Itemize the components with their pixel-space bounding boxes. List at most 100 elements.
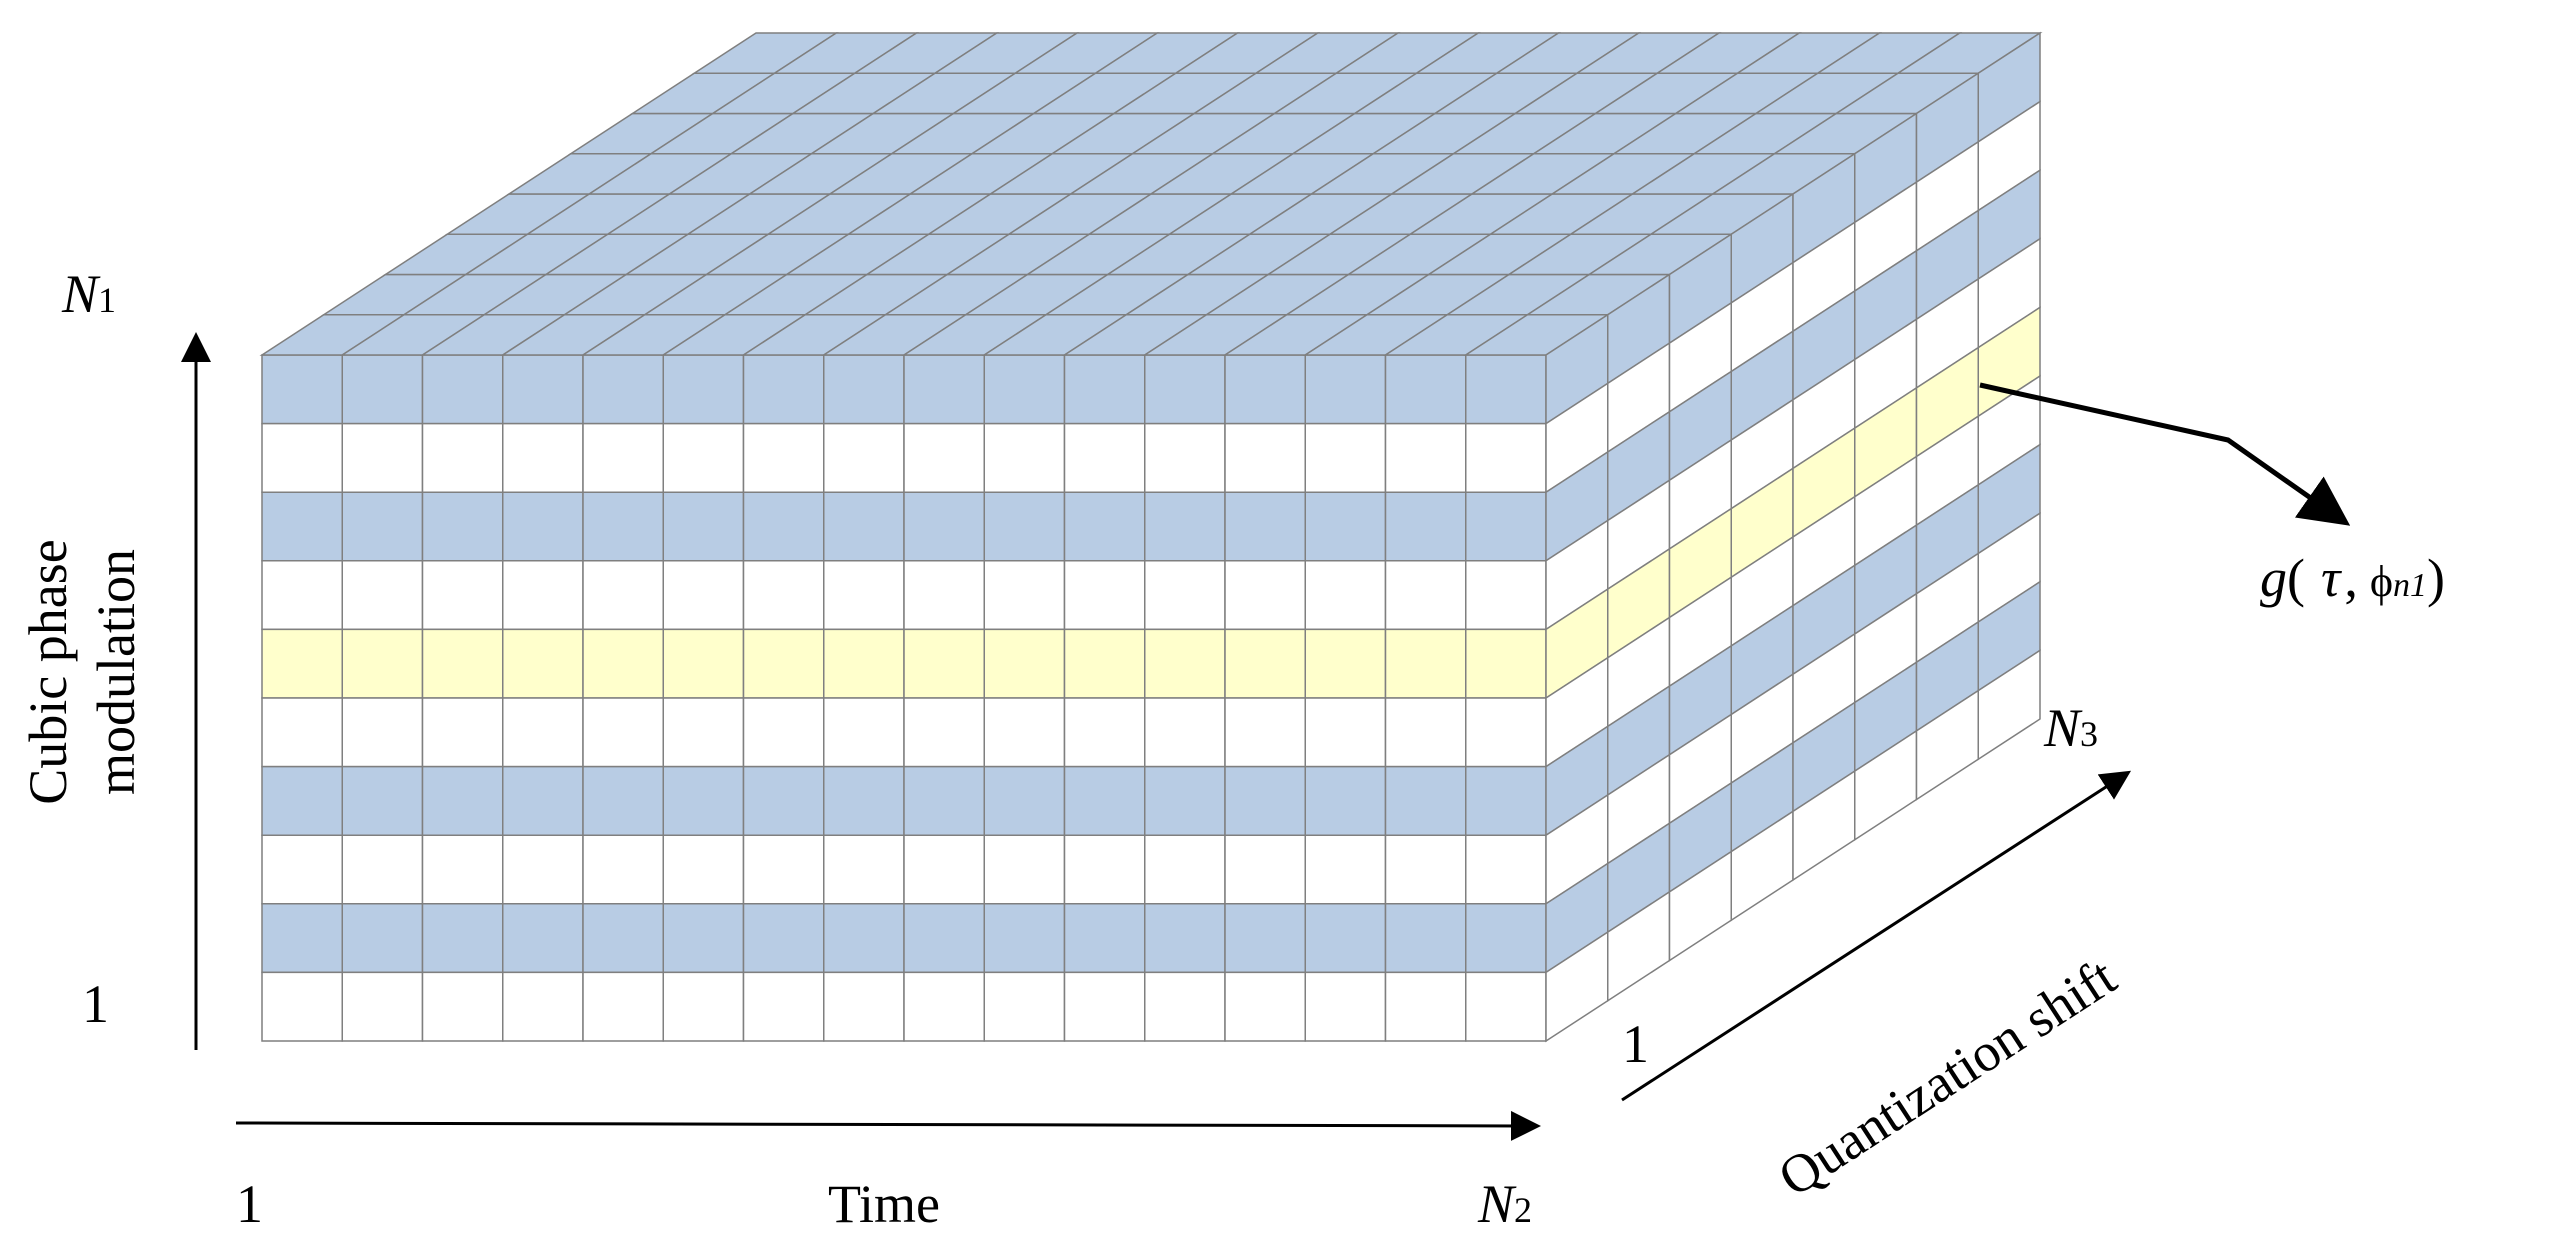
front-cell <box>742 491 825 562</box>
front-cell <box>742 765 825 836</box>
front-cell <box>983 560 1066 631</box>
front-cell <box>421 765 504 836</box>
front-cell <box>903 491 985 562</box>
front-cell <box>582 971 664 1042</box>
front-cell <box>502 971 584 1042</box>
front-cell <box>662 834 745 905</box>
front-cell <box>502 422 584 493</box>
front-cell <box>1384 422 1467 493</box>
front-cell <box>582 765 664 836</box>
front-cell <box>502 834 584 905</box>
front-cell <box>1304 697 1387 768</box>
front-cell <box>742 628 825 699</box>
front-cell <box>823 354 905 425</box>
front-cell <box>1063 560 1146 631</box>
quantization-end-label: N3 <box>2043 698 2098 758</box>
front-cell <box>261 628 343 699</box>
front-cell <box>341 560 424 631</box>
front-cell <box>823 422 905 493</box>
front-cell <box>421 354 504 425</box>
front-cell <box>903 903 985 974</box>
time-axis-title: Time <box>828 1174 940 1234</box>
front-cell <box>983 697 1066 768</box>
front-cell <box>582 560 664 631</box>
front-cell <box>662 354 745 425</box>
front-cell <box>261 560 343 631</box>
front-cell <box>823 491 905 562</box>
front-cell <box>742 834 825 905</box>
front-cell <box>983 354 1066 425</box>
front-cell <box>1465 422 1547 493</box>
front-cell <box>1465 354 1547 425</box>
front-cell <box>261 765 343 836</box>
front-cell <box>1144 971 1226 1042</box>
front-cell <box>1465 560 1547 631</box>
front-cell <box>1144 903 1226 974</box>
quantization-start-label: 1 <box>1622 1014 1649 1074</box>
front-cell <box>1465 697 1547 768</box>
front-cell <box>1063 354 1146 425</box>
callout-arrow <box>1979 382 2351 526</box>
data-cube <box>259 31 2043 1043</box>
front-cell <box>903 697 985 768</box>
front-cell <box>502 560 584 631</box>
front-cell <box>421 834 504 905</box>
cube-front-face <box>261 354 1547 1042</box>
front-cell <box>1144 628 1226 699</box>
front-cell <box>582 834 664 905</box>
front-cell <box>983 628 1066 699</box>
front-cell <box>983 971 1066 1042</box>
front-cell <box>903 765 985 836</box>
front-cell <box>261 971 343 1042</box>
front-cell <box>341 903 424 974</box>
front-cell <box>742 971 825 1042</box>
front-cell <box>1304 560 1387 631</box>
quantization-axis-title: Quantization shift <box>1768 946 2126 1208</box>
front-cell <box>341 765 424 836</box>
front-cell <box>1304 491 1387 562</box>
front-cell <box>1304 765 1387 836</box>
front-cell <box>582 903 664 974</box>
front-cell <box>1384 560 1467 631</box>
front-cell <box>1144 422 1226 493</box>
quantization-shift-axis-arrow <box>1621 770 2132 1102</box>
front-cell <box>662 628 745 699</box>
front-cell <box>1465 834 1547 905</box>
front-cell <box>1384 903 1467 974</box>
front-cell <box>742 560 825 631</box>
front-cell <box>1304 628 1387 699</box>
front-cell <box>341 422 424 493</box>
front-cell <box>261 834 343 905</box>
front-cell <box>1224 354 1306 425</box>
front-cell <box>1304 834 1387 905</box>
front-cell <box>662 491 745 562</box>
front-cell <box>1224 765 1306 836</box>
front-cell <box>1384 834 1467 905</box>
front-cell <box>502 765 584 836</box>
front-cell <box>1224 491 1306 562</box>
front-cell <box>421 628 504 699</box>
front-cell <box>903 834 985 905</box>
front-cell <box>1144 491 1226 562</box>
front-cell <box>1304 971 1387 1042</box>
front-cell <box>1144 697 1226 768</box>
front-cell <box>1224 903 1306 974</box>
front-cell <box>582 628 664 699</box>
front-cell <box>1063 422 1146 493</box>
front-cell <box>1224 697 1306 768</box>
front-cell <box>1384 491 1467 562</box>
cube-top-face <box>259 32 2043 356</box>
front-cell <box>1224 422 1306 493</box>
front-cell <box>1063 903 1146 974</box>
front-cell <box>421 903 504 974</box>
front-cell <box>421 491 504 562</box>
front-cell <box>1144 354 1226 425</box>
front-cell <box>1384 354 1467 425</box>
front-cell <box>1384 697 1467 768</box>
cubic-phase-end-label: N1 <box>61 264 116 324</box>
front-cell <box>341 834 424 905</box>
front-cell <box>261 903 343 974</box>
front-cell <box>1465 903 1547 974</box>
front-cell <box>903 422 985 493</box>
